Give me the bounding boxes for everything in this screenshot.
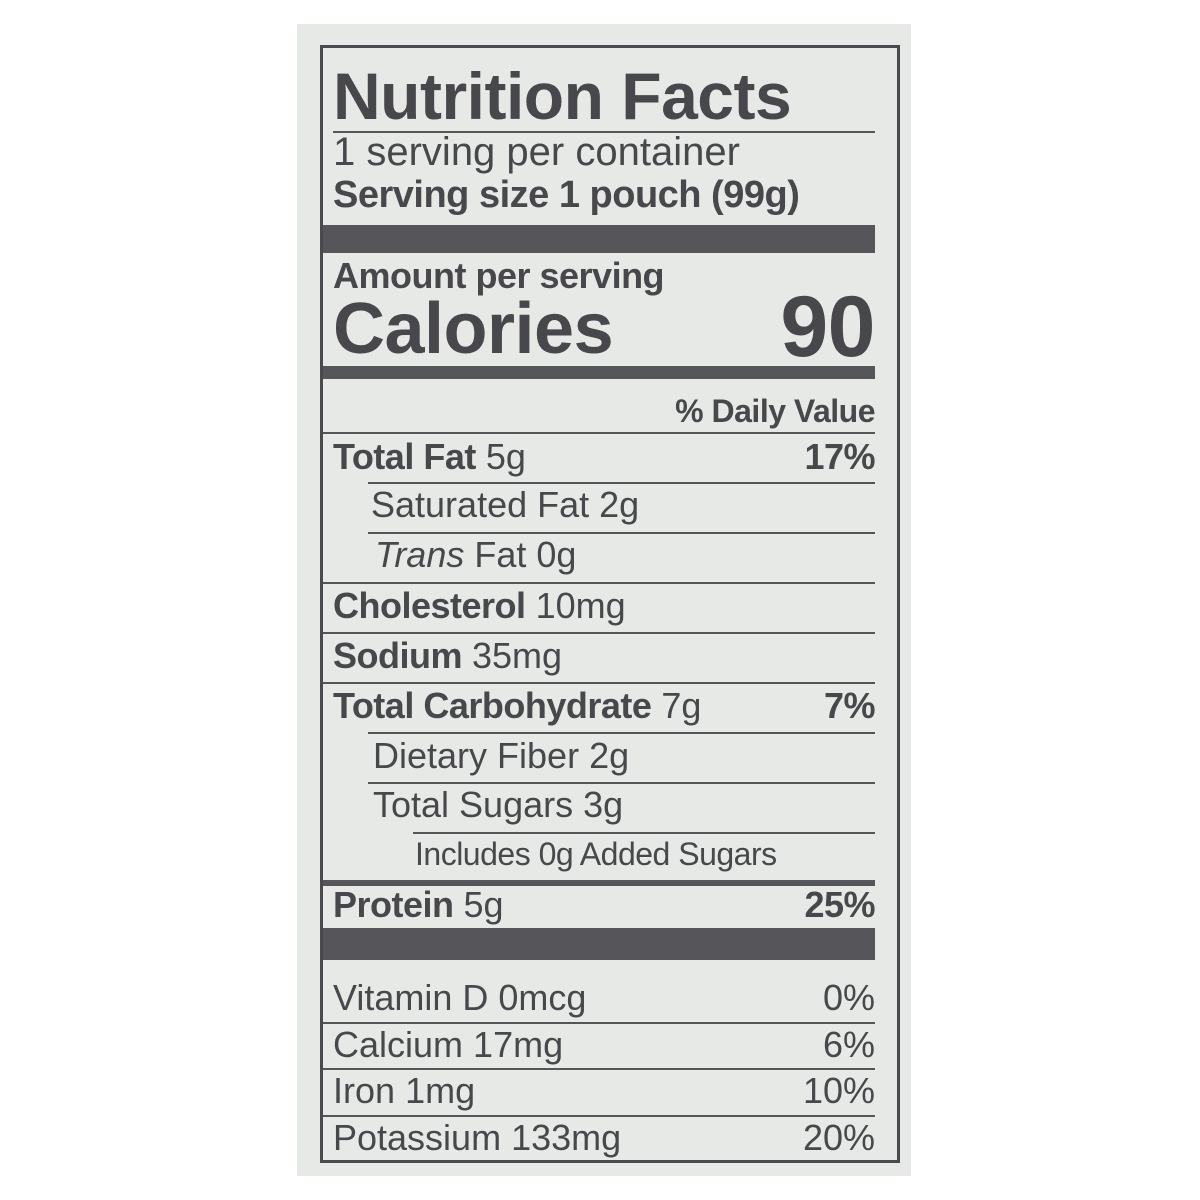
vitamin-amount: 0mcg (498, 977, 587, 1018)
vitamin-amount: 17mg (473, 1024, 564, 1065)
vitamin-row-potassium: Potassium 133mg 20% (333, 1117, 875, 1159)
vitamin-dv: 20% (802, 1117, 875, 1158)
nutrient-amount: 5g (485, 436, 526, 477)
nutrient-name: Total Carbohydrate (333, 685, 652, 726)
divider (323, 582, 875, 584)
nutrient-row-total-fat: Total Fat 5g 17% (333, 436, 875, 478)
nutrient-row-saturated-fat: Saturated Fat 2g (371, 484, 875, 526)
package-background (297, 24, 911, 1176)
servings-per-container: 1 serving per container (333, 130, 740, 174)
label-title: Nutrition Facts (333, 59, 792, 133)
nutrient-name: Sodium (333, 635, 463, 676)
nutrient-name: Dietary Fiber (373, 735, 580, 776)
vitamin-dv: 6% (822, 1024, 875, 1065)
daily-value-header: % Daily Value (675, 393, 875, 429)
nutrient-amount: 35mg (472, 635, 563, 676)
divider (323, 432, 875, 434)
nutrient-amount: 5g (463, 884, 504, 925)
vitamin-dv: 10% (802, 1070, 875, 1111)
nutrient-name: Protein (333, 884, 454, 925)
nutrient-dv: 7% (823, 685, 876, 726)
nutrient-row-added-sugars: Includes 0g Added Sugars (415, 836, 777, 872)
divider (368, 532, 875, 534)
nutrient-amount: 10mg (535, 585, 626, 626)
vitamin-row-calcium: Calcium 17mg 6% (333, 1024, 875, 1066)
nutrient-name: Saturated Fat (371, 484, 590, 525)
vitamin-dv: 0% (822, 977, 875, 1018)
vitamin-row-vitamin-d: Vitamin D 0mcg 0% (333, 977, 875, 1019)
nutrient-dv: 17% (804, 436, 875, 477)
nutrient-name-suffix: Fat (474, 534, 527, 575)
nutrient-name: Cholesterol (333, 585, 526, 626)
divider (368, 782, 875, 784)
vitamin-name: Vitamin D (333, 977, 489, 1018)
medium-divider (323, 366, 875, 379)
nutrient-row-trans-fat: Trans Fat 0g (375, 534, 875, 576)
nutrient-amount: 2g (599, 484, 640, 525)
nutrient-amount: 3g (583, 784, 624, 825)
nutrient-amount: 0g (536, 534, 577, 575)
vitamin-row-iron: Iron 1mg 10% (333, 1070, 875, 1112)
thick-divider (323, 928, 875, 960)
vitamin-amount: 133mg (511, 1117, 622, 1158)
nutrient-amount: 7g (661, 685, 702, 726)
vitamin-name: Potassium (333, 1117, 502, 1158)
nutrient-name: Total Fat (333, 436, 476, 477)
nutrition-facts-label: Nutrition Facts 1 serving per container … (320, 45, 900, 1163)
vitamin-amount: 1mg (405, 1070, 476, 1111)
nutrient-row-total-sugars: Total Sugars 3g (373, 784, 875, 826)
serving-size: Serving size 1 pouch (99g) (333, 174, 800, 216)
divider (323, 1022, 875, 1024)
divider (333, 131, 875, 133)
vitamin-name: Iron (333, 1070, 396, 1111)
nutrient-name: Total Sugars (373, 784, 574, 825)
divider (323, 1115, 875, 1117)
nutrient-dv: 25% (804, 884, 875, 925)
calories-row: Calories 90 (333, 279, 875, 375)
calories-value: 90 (780, 279, 875, 375)
divider (323, 632, 875, 634)
nutrient-row-total-carbohydrate: Total Carbohydrate 7g 7% (333, 685, 876, 727)
divider (323, 682, 875, 684)
nutrient-row-protein: Protein 5g 25% (333, 884, 875, 926)
divider (413, 832, 875, 834)
divider (323, 880, 875, 886)
divider (323, 1068, 875, 1070)
vitamin-name: Calcium (333, 1024, 464, 1065)
nutrient-row-cholesterol: Cholesterol 10mg (333, 585, 875, 627)
nutrient-name: Trans (375, 534, 465, 575)
calories-label: Calories (333, 289, 614, 369)
divider (368, 732, 875, 734)
thick-divider (323, 225, 875, 253)
divider (368, 482, 875, 484)
nutrient-row-dietary-fiber: Dietary Fiber 2g (373, 735, 875, 777)
amount-per-serving: Amount per serving (333, 255, 665, 296)
nutrient-amount: 2g (589, 735, 630, 776)
nutrient-row-sodium: Sodium 35mg (333, 635, 875, 677)
